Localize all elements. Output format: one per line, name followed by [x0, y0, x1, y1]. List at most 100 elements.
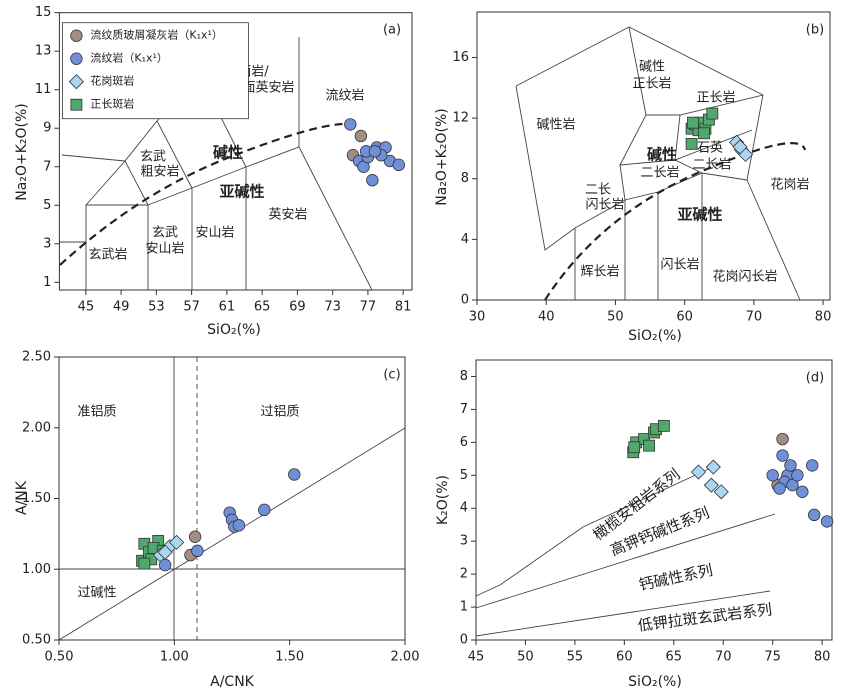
annotation: 碱性 — [639, 60, 665, 75]
y-tick-label: 15 — [35, 5, 52, 20]
x-tick-label: 65 — [666, 650, 683, 665]
field-boundaries-b — [515, 26, 807, 301]
y-axis-label: Na₂O+K₂O(%) — [14, 103, 30, 200]
y-tick-label: 5 — [43, 198, 51, 213]
y-tick-label: 4 — [460, 501, 468, 516]
data-point — [158, 558, 172, 572]
legend-marker — [68, 74, 84, 90]
x-tick-label: 1.50 — [275, 650, 304, 665]
annotation: 碱性 — [213, 144, 243, 162]
annotation: 正长岩 — [632, 77, 671, 92]
annotation: 过铝质 — [260, 405, 299, 420]
x-tick-label: 65 — [254, 300, 271, 315]
y-tick-label: 13 — [35, 44, 52, 59]
data-point — [791, 469, 804, 482]
data-point — [806, 459, 819, 472]
x-tick-label: 1.00 — [160, 650, 189, 665]
annotation: 亚碱性 — [219, 183, 264, 201]
annotation: 花岗岩 — [770, 177, 809, 193]
x-axis-label: SiO₂(%) — [628, 674, 682, 690]
y-tick-label: 4 — [461, 232, 469, 247]
y-tick-label: 5 — [460, 468, 468, 483]
y-tick-label: 0 — [461, 293, 469, 308]
annotation: 花岗闪长岩 — [712, 269, 777, 285]
y-tick-label: 8 — [461, 171, 469, 186]
annotation: 石英 — [697, 141, 723, 156]
annotation: (d) — [806, 371, 824, 386]
x-tick-label: 30 — [469, 310, 486, 325]
field-boundaries-d — [475, 466, 776, 637]
x-tick-label: 45 — [78, 300, 95, 315]
x-tick-label: 55 — [567, 650, 584, 665]
data-point — [698, 127, 710, 140]
data-point — [354, 129, 368, 143]
y-tick-label: 12 — [452, 111, 469, 126]
annotation: 正长岩 — [696, 91, 735, 106]
y-tick-label: 3 — [43, 236, 51, 251]
y-tick-label: 1.50 — [22, 491, 51, 506]
legend-marker — [70, 29, 83, 42]
data-point — [288, 468, 301, 481]
y-axis-label: A/NK — [14, 480, 30, 515]
annotation: 二长 — [585, 183, 611, 198]
data-point — [685, 137, 698, 150]
y-tick-label: 6 — [460, 435, 468, 450]
x-tick-label: 80 — [814, 650, 831, 665]
data-point — [776, 449, 789, 462]
field-boundaries-a — [59, 37, 373, 291]
data-point — [796, 485, 809, 498]
y-tick-label: 11 — [35, 82, 52, 97]
y-tick-label: 8 — [460, 369, 468, 384]
annotation: 过碱性 — [77, 586, 116, 601]
legend-label: 流纹岩（K₁x¹） — [90, 51, 168, 65]
y-tick-label: 3 — [460, 534, 468, 549]
legend-box — [62, 22, 249, 120]
y-tick-label: 2.50 — [22, 350, 51, 365]
y-tick-label: 0 — [460, 633, 468, 648]
field-boundaries-c — [58, 357, 406, 641]
x-tick-label: 70 — [715, 650, 732, 665]
x-tick-label: 60 — [616, 650, 633, 665]
data-point — [786, 478, 799, 492]
data-point — [258, 503, 271, 517]
data-point — [687, 116, 699, 129]
annotation: 准铝质 — [77, 405, 116, 420]
y-tick-label: 1 — [43, 275, 51, 290]
y-tick-label: 7 — [43, 159, 51, 174]
data-point — [628, 441, 641, 454]
annotation: 低钾拉斑玄武岩系列 — [637, 600, 773, 634]
annotation: 辉长岩 — [580, 265, 619, 280]
x-tick-label: 2.00 — [391, 650, 420, 665]
annotation: 玄武 — [152, 226, 178, 241]
y-axis-label: K₂O(%) — [435, 475, 451, 525]
x-tick-label: 60 — [676, 310, 693, 325]
data-point — [690, 464, 707, 480]
annotation: 钙碱性系列 — [637, 561, 714, 594]
data-point — [784, 459, 797, 472]
data-point — [773, 482, 786, 495]
x-axis-label: SiO₂(%) — [207, 322, 261, 338]
x-tick-label: 0.50 — [45, 650, 74, 665]
annotation: 碱性 — [647, 146, 677, 164]
y-tick-label: 9 — [43, 121, 51, 136]
x-tick-label: 61 — [219, 300, 236, 315]
plot-frame — [476, 11, 831, 301]
data-point — [705, 459, 721, 475]
annotation: 玄武岩 — [88, 248, 127, 263]
x-tick-label: 77 — [360, 300, 377, 315]
x-tick-label: 53 — [148, 300, 165, 315]
annotation: 碱性岩 — [536, 118, 575, 133]
x-tick-label: 45 — [468, 650, 485, 665]
data-point — [706, 107, 719, 120]
data-point — [191, 544, 204, 558]
plot-frame — [58, 12, 413, 291]
data-point — [232, 519, 246, 532]
x-tick-label: 75 — [764, 650, 781, 665]
x-tick-label: 57 — [183, 300, 200, 315]
y-tick-label: 7 — [460, 402, 468, 417]
annotation: (b) — [806, 23, 824, 38]
legend-marker — [70, 52, 83, 65]
y-axis-label: Na₂O+K₂O(%) — [434, 108, 450, 205]
data-point — [703, 477, 719, 493]
